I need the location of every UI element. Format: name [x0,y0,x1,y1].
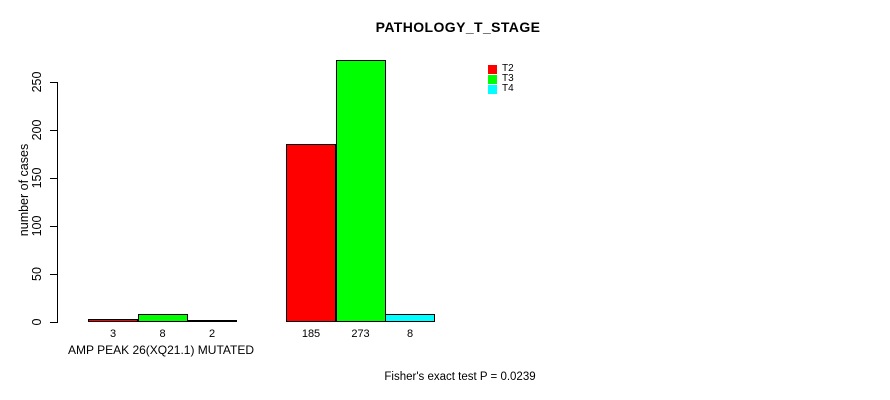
y-axis-tick-label: 50 [30,267,44,281]
x-axis-group-label: AMP PEAK 26(XQ21.1) MUTATED [67,343,255,357]
legend-swatch-T4 [488,84,497,94]
y-axis-tick [50,129,57,131]
bar-value-T2-group2: 185 [301,328,321,340]
bar-value-T3-group1: 8 [159,328,166,340]
bar-T3-group2 [335,59,386,322]
legend-swatch-T3 [488,74,497,84]
bar-T4-group2 [385,314,435,322]
bar-value-T3-group2: 273 [351,328,370,340]
bar-T3-group1 [137,314,188,322]
y-axis-label: number of cases [17,143,31,237]
y-axis-tick-label: 150 [30,167,44,189]
y-axis-tick [50,177,57,179]
y-axis-line [57,82,58,323]
bar-T2-group2 [286,144,336,322]
legend-label-T4: T4 [502,83,514,94]
y-axis-tick-label: 200 [30,119,44,141]
y-axis-tick [50,321,57,323]
y-axis-tick-label: 250 [30,71,44,93]
y-axis-tick-label: 0 [30,318,44,326]
legend: T2 T3 T4 [488,64,514,94]
bar-T4-group1 [187,320,237,322]
y-axis-tick-label: 100 [30,215,44,237]
y-axis-tick [50,273,57,275]
legend-row-T4: T4 [488,84,514,94]
bar-value-T4-group1: 2 [208,328,216,340]
bar-value-T2-group1: 3 [109,328,117,340]
bar-T2-group1 [88,319,138,322]
legend-row-T3: T3 [488,74,514,84]
y-axis-tick [50,225,57,227]
chart-title: PATHOLOGY_T_STAGE [375,19,541,35]
legend-row-T2: T2 [488,64,514,74]
legend-swatch-T2 [488,64,497,74]
legend-label-T3: T3 [502,73,514,84]
fisher-test-annotation: Fisher's exact test P = 0.0239 [384,371,536,383]
bar-value-T4-group2: 8 [406,328,414,340]
legend-label-T2: T2 [502,63,514,74]
y-axis-tick [50,81,57,83]
